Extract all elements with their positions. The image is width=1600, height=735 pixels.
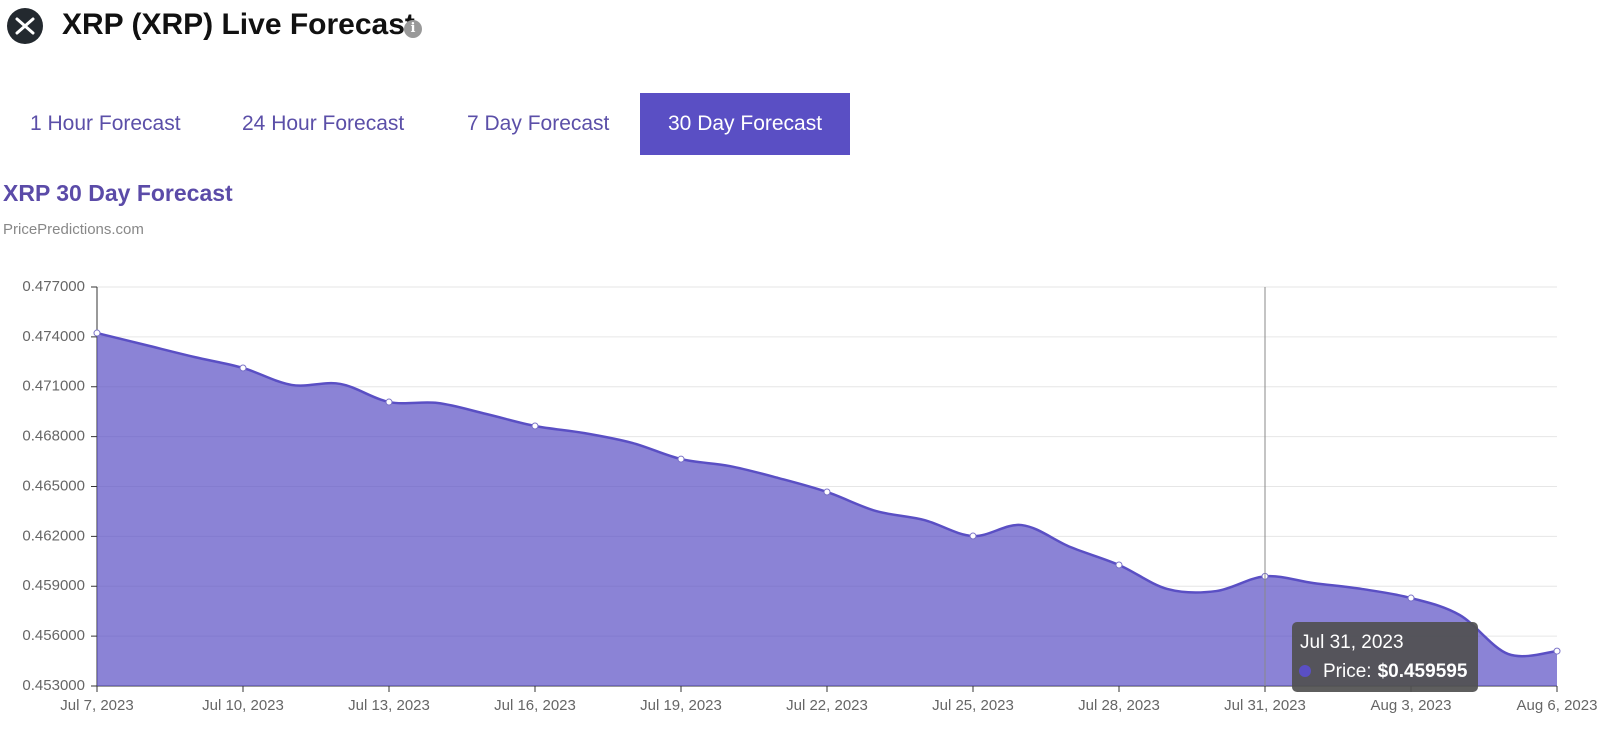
y-tick-label: 0.468000: [22, 428, 85, 445]
y-tick-label: 0.459000: [22, 577, 85, 594]
point: [239, 364, 247, 372]
x-tick-label: Aug 6, 2023: [1517, 697, 1598, 714]
x-tick-label: Jul 16, 2023: [494, 697, 576, 714]
coin-icon: [7, 8, 43, 44]
y-tick-label: 0.453000: [22, 677, 85, 694]
tooltip-label: Price:: [1323, 661, 1372, 682]
tab[interactable]: 24 Hour Forecast: [242, 112, 405, 135]
point: [677, 455, 685, 463]
coin-logo: [15, 17, 35, 35]
page-title: XRP (XRP) Live Forecast: [62, 8, 415, 41]
tab[interactable]: 7 Day Forecast: [467, 112, 610, 135]
y-tick-label: 0.462000: [22, 527, 85, 544]
y-tick-label: 0.471000: [22, 378, 85, 395]
x-tick-label: Jul 7, 2023: [60, 697, 133, 714]
tooltip: Jul 31, 2023 Price: $0.459595: [1292, 622, 1478, 692]
point: [1407, 594, 1415, 602]
x-tick-label: Jul 31, 2023: [1224, 697, 1306, 714]
tab[interactable]: 30 Day Forecast: [640, 93, 851, 155]
area: [97, 333, 1557, 686]
chart-subtitle: PricePredictions.com: [3, 221, 144, 238]
x-tick-label: Jul 28, 2023: [1078, 697, 1160, 714]
y-tick-label: 0.474000: [22, 328, 85, 345]
y-tick-label: 0.456000: [22, 627, 85, 644]
point: [969, 532, 977, 540]
point: [531, 422, 539, 430]
tooltip-box: [1292, 622, 1478, 692]
x-tick-label: Jul 10, 2023: [202, 697, 284, 714]
point: [1553, 647, 1561, 655]
tab[interactable]: 1 Hour Forecast: [30, 112, 181, 135]
y-tick-label: 0.477000: [22, 278, 85, 295]
tooltip-dot: [1299, 665, 1311, 677]
tooltip-value: $0.459595: [1378, 661, 1468, 682]
point: [385, 398, 393, 406]
x-tick-label: Aug 3, 2023: [1371, 697, 1452, 714]
tooltip-title: Jul 31, 2023: [1300, 632, 1404, 653]
x-tick-label: Jul 25, 2023: [932, 697, 1014, 714]
x-tick-label: Jul 13, 2023: [348, 697, 430, 714]
y-tick-label: 0.465000: [22, 477, 85, 494]
x-tick-label: Jul 19, 2023: [640, 697, 722, 714]
point: [93, 329, 101, 337]
x-tick-label: Jul 22, 2023: [786, 697, 868, 714]
point: [1115, 561, 1123, 569]
info-icon[interactable]: i: [404, 20, 422, 38]
chart-title: XRP 30 Day Forecast: [3, 180, 233, 206]
point: [823, 488, 831, 496]
